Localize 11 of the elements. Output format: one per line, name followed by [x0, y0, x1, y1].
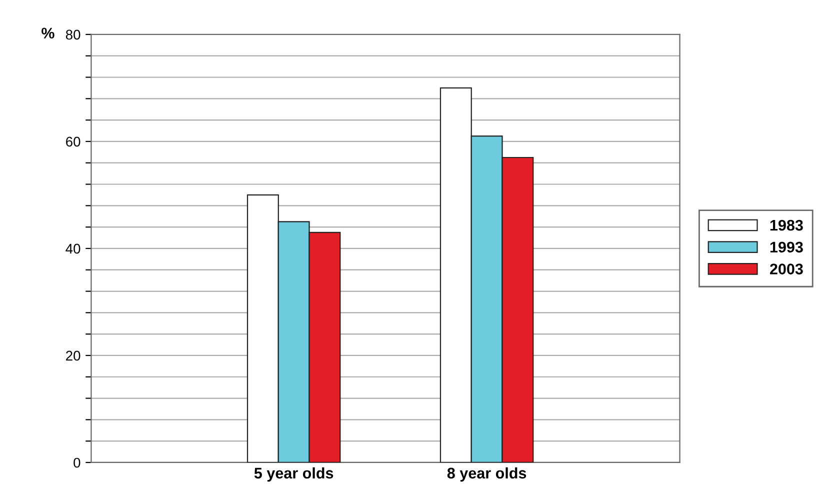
legend-label: 1993: [770, 242, 803, 253]
x-tick-label: 5 year olds: [254, 467, 334, 482]
x-tick-label: 8 year olds: [447, 467, 526, 482]
y-tick-label: 0: [74, 458, 80, 468]
legend-label: 1983: [770, 220, 803, 231]
y-axis-title: %: [42, 28, 54, 39]
y-tick-label: 20: [66, 350, 80, 361]
y-tick-label: 80: [66, 30, 80, 40]
y-tick-label: 60: [66, 136, 80, 147]
legend-label: 2003: [770, 264, 803, 274]
y-tick-label: 40: [66, 244, 80, 254]
